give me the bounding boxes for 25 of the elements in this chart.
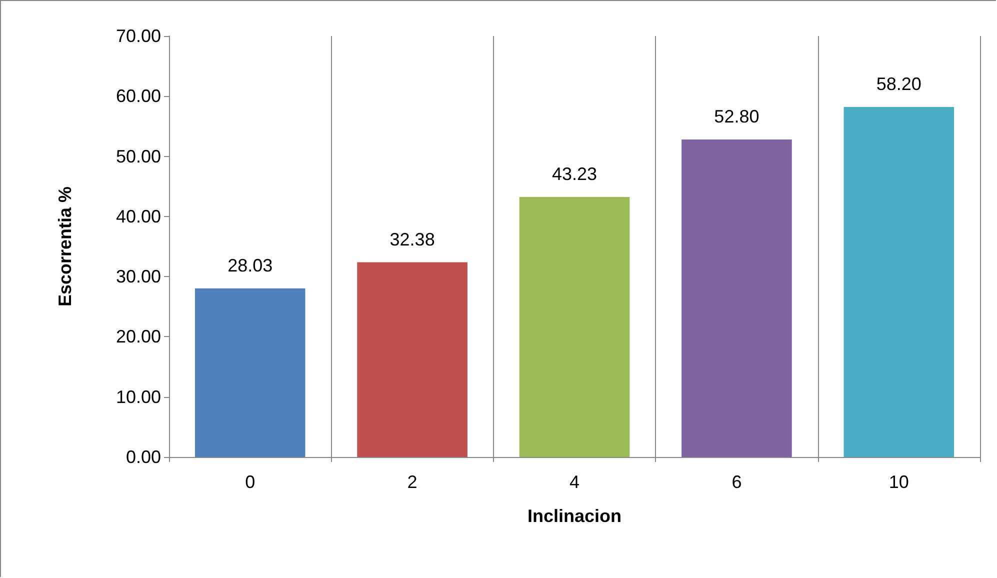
x-tick-label: 0 <box>245 472 256 492</box>
x-tick-label: 2 <box>407 472 418 492</box>
bar <box>519 197 630 457</box>
x-tick-label: 4 <box>569 472 580 492</box>
y-tick-label: 60.00 <box>116 86 161 106</box>
data-label: 52.80 <box>714 106 760 126</box>
data-label: 32.38 <box>390 229 435 250</box>
y-tick-label: 70.00 <box>116 26 161 46</box>
data-label: 28.03 <box>228 255 273 276</box>
data-label: 43.23 <box>552 164 598 184</box>
bar <box>682 139 792 457</box>
y-tick-label: 30.00 <box>116 266 161 287</box>
data-label: 58.20 <box>876 74 922 94</box>
x-tick-label: 6 <box>732 472 742 492</box>
y-tick-label: 0.00 <box>126 447 161 467</box>
bar <box>194 288 306 457</box>
y-tick-label: 40.00 <box>116 206 161 226</box>
y-tick-label: 50.00 <box>116 146 161 166</box>
x-axis-title: Inclinacion <box>527 506 622 526</box>
bar <box>844 106 954 457</box>
y-axis-title: Escorrentia % <box>55 186 75 307</box>
bar <box>357 262 468 457</box>
y-tick-label: 20.00 <box>116 326 161 347</box>
y-tick-label: 10.00 <box>116 386 161 407</box>
x-tick-label: 10 <box>888 472 909 492</box>
